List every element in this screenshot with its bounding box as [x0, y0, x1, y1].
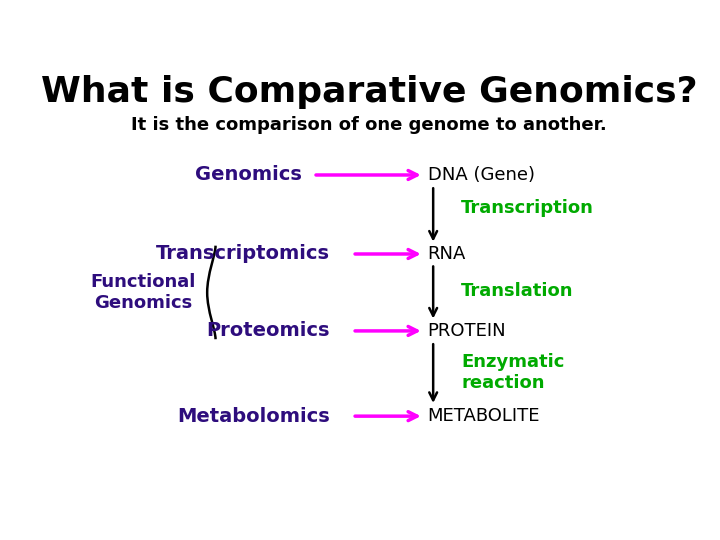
Text: Genomics: Genomics — [195, 165, 302, 185]
Text: Transcription: Transcription — [461, 199, 594, 217]
Text: Proteomics: Proteomics — [207, 321, 330, 340]
Text: DNA (Gene): DNA (Gene) — [428, 166, 534, 184]
Text: METABOLITE: METABOLITE — [428, 407, 540, 425]
Text: PROTEIN: PROTEIN — [428, 322, 506, 340]
Text: Functional
Genomics: Functional Genomics — [90, 273, 196, 312]
Text: Translation: Translation — [461, 282, 574, 300]
Text: RNA: RNA — [428, 245, 466, 263]
Text: Transcriptomics: Transcriptomics — [156, 245, 330, 264]
Text: What is Comparative Genomics?: What is Comparative Genomics? — [41, 75, 697, 109]
Text: Enzymatic
reaction: Enzymatic reaction — [461, 353, 564, 392]
Text: Metabolomics: Metabolomics — [177, 407, 330, 426]
Text: It is the comparison of one genome to another.: It is the comparison of one genome to an… — [131, 116, 607, 134]
